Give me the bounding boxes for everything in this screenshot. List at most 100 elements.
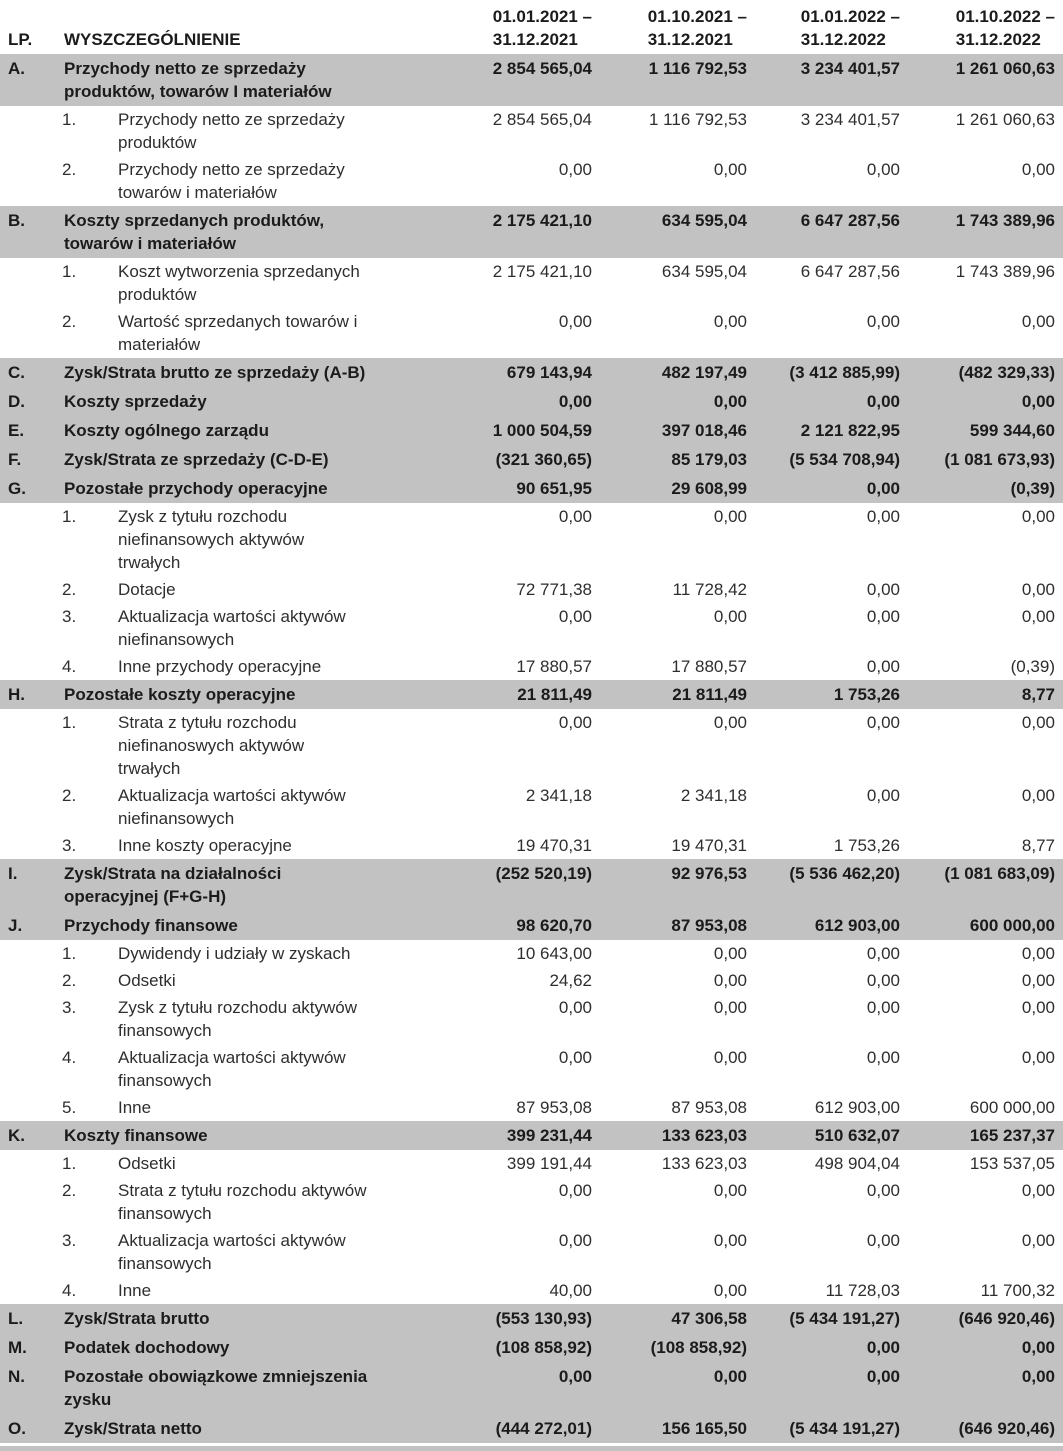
period-label: 01.10.2022 – 31.12.2022 xyxy=(955,7,1055,49)
row-lp xyxy=(0,260,54,261)
row-value: 0,00 xyxy=(866,312,900,331)
row-label: 3. Aktualizacja wartości aktywów niefinan… xyxy=(54,605,460,651)
row-value: 510 632,07 xyxy=(814,1126,900,1145)
row-value: 1 261 060,63 xyxy=(955,59,1055,78)
row-value: 19 470,31 xyxy=(516,836,592,855)
row-label-text: Koszty finansowe xyxy=(64,1126,208,1145)
table-row: 3. Aktualizacja wartości aktywów finansow… xyxy=(0,1227,1063,1277)
table-row: 1. Dywidendy i udziały w zyskach 10 643,00… xyxy=(0,940,1063,967)
row-value: 0,00 xyxy=(558,713,592,732)
row-value: 0,00 xyxy=(558,1367,592,1386)
period-label: 01.10.2021 – 31.12.2021 xyxy=(647,7,747,49)
row-value: 2 175 421,10 xyxy=(492,262,592,281)
row-value: 0,00 xyxy=(866,657,900,676)
row-value: 21 811,49 xyxy=(517,685,592,704)
row-value: 0,00 xyxy=(866,971,900,990)
row-sub-number: 2. xyxy=(62,1181,77,1200)
row-value: 29 608,99 xyxy=(671,479,747,498)
row-value: 0,00 xyxy=(866,1048,900,1067)
row-label-text: Zysk/Strata netto xyxy=(64,1419,202,1438)
row-label-text: Inne przychody operacyjne xyxy=(118,657,322,676)
table-row: 1. Przychody netto ze sprzedaży produktów… xyxy=(0,106,1063,156)
row-label: 2. Odsetki xyxy=(54,969,460,992)
row-lp: J. xyxy=(8,916,23,935)
row-value: 133 623,03 xyxy=(661,1126,747,1145)
row-lp: M. xyxy=(8,1338,27,1357)
row-value: 0,00 xyxy=(1021,944,1055,963)
row-value: 0,00 xyxy=(866,479,900,498)
row-value: 87 953,08 xyxy=(671,1098,747,1117)
row-lp: B. xyxy=(8,211,25,230)
table-row-section: J. Przychody finansowe 98 620,70 87 953,08 6… xyxy=(0,911,1063,940)
row-label: 1. Koszt wytworzenia sprzedanych produktó… xyxy=(54,260,460,306)
row-value: 1 116 792,53 xyxy=(648,59,747,78)
row-label: 3. Zysk z tytułu rozchodu aktywów finanso… xyxy=(54,996,460,1042)
row-sub-number: 4. xyxy=(62,1281,77,1300)
row-label: 1. Zysk z tytułu rozchodu niefinansowych … xyxy=(54,505,460,574)
row-label-text: Zysk z tytułu rozchodu aktywów finansowy… xyxy=(118,998,358,1040)
row-label: Zysk/Strata netto xyxy=(54,1417,460,1440)
row-value: 11 700,32 xyxy=(980,1281,1055,1300)
row-value: 0,00 xyxy=(713,1281,747,1300)
row-label: Pozostałe koszty operacyjne xyxy=(54,683,460,706)
row-sub-number: 1. xyxy=(62,507,77,526)
row-value: (0,39) xyxy=(1010,657,1055,676)
row-label: Zysk/Strata brutto ze sprzedaży (A-B) xyxy=(54,361,460,384)
row-value: (646 920,46) xyxy=(958,1309,1055,1328)
col-header-lp: LP. xyxy=(8,30,33,49)
row-value: 47 306,58 xyxy=(671,1309,747,1328)
row-value: 19 470,31 xyxy=(671,836,747,855)
row-value: 600 000,00 xyxy=(969,916,1055,935)
row-label: 1. Odsetki xyxy=(54,1152,460,1175)
row-value: 0,00 xyxy=(558,998,592,1017)
row-label-text: Przychody netto ze sprzedaży produktów, … xyxy=(64,59,332,101)
row-value: 0,00 xyxy=(558,392,592,411)
row-value: 0,00 xyxy=(713,1231,747,1250)
row-label-text: Inne xyxy=(118,1281,152,1300)
row-lp: E. xyxy=(8,421,25,440)
row-lp: F. xyxy=(8,450,22,469)
row-value: 0,00 xyxy=(558,1231,592,1250)
table-row-section: G. Pozostałe przychody operacyjne 90 651,9… xyxy=(0,474,1063,503)
row-value: (3 412 885,99) xyxy=(789,363,900,382)
row-label: 3. Inne koszty operacyjne xyxy=(54,834,460,857)
header-row: LP. WYSZCZEGÓLNIENIE 01.01.2021 – 31.12.… xyxy=(0,0,1063,54)
row-value: 0,00 xyxy=(866,1231,900,1250)
row-value: 0,00 xyxy=(713,392,747,411)
row-label-text: Strata z tytułu rozchodu aktywów finanso… xyxy=(118,1181,367,1223)
row-value: 0,00 xyxy=(866,1367,900,1386)
row-value: (482 329,33) xyxy=(958,363,1055,382)
period-label: 01.01.2021 – 31.12.2021 xyxy=(492,7,592,49)
row-label-text: Dywidendy i udziały w zyskach xyxy=(118,944,351,963)
row-label-text: Koszt wytworzenia sprzedanych produktów xyxy=(118,262,360,304)
row-value: 1 116 792,53 xyxy=(649,110,747,129)
row-value: (444 272,01) xyxy=(495,1419,592,1438)
row-label-text: Dotacje xyxy=(118,580,176,599)
row-lp: A. xyxy=(8,59,25,78)
row-value: 17 880,57 xyxy=(671,657,747,676)
row-lp: K. xyxy=(8,1126,25,1145)
table-row-section: L. Zysk/Strata brutto (553 130,93) 47 306,5… xyxy=(0,1304,1063,1333)
row-value: 133 623,03 xyxy=(661,1154,747,1173)
table-row-section: K. Koszty finansowe 399 231,44 133 623,03 51… xyxy=(0,1121,1063,1150)
row-label: Koszty sprzedaży xyxy=(54,390,460,413)
row-value: 0,00 xyxy=(713,1181,747,1200)
row-value: 612 903,00 xyxy=(814,916,900,935)
table-row: 4. Inne 40,00 0,00 11 728,03 11 700,32 xyxy=(0,1277,1063,1304)
row-value: 0,00 xyxy=(558,1048,592,1067)
row-lp: C. xyxy=(8,363,25,382)
row-value: (108 858,92) xyxy=(650,1338,747,1357)
row-value: (5 434 191,27) xyxy=(789,1309,900,1328)
row-value: 0,00 xyxy=(866,1338,900,1357)
row-label: Zysk/Strata brutto xyxy=(54,1307,460,1330)
row-value: 2 175 421,10 xyxy=(492,211,592,230)
row-label-text: Koszty ogólnego zarządu xyxy=(64,421,269,440)
row-label-text: Zysk/Strata na działalności operacyjnej … xyxy=(64,864,282,906)
row-label-text: Podatek dochodowy xyxy=(64,1338,230,1357)
row-value: 0,00 xyxy=(1021,1181,1055,1200)
row-label: 2. Strata z tytułu rozchodu aktywów finan… xyxy=(54,1179,460,1225)
row-label: 2. Wartość sprzedanych towarów i materiał… xyxy=(54,310,460,356)
table-body: A. Przychody netto ze sprzedaży produktów… xyxy=(0,54,1063,1443)
row-value: 2 854 565,04 xyxy=(492,110,592,129)
row-value: 17 880,57 xyxy=(516,657,592,676)
